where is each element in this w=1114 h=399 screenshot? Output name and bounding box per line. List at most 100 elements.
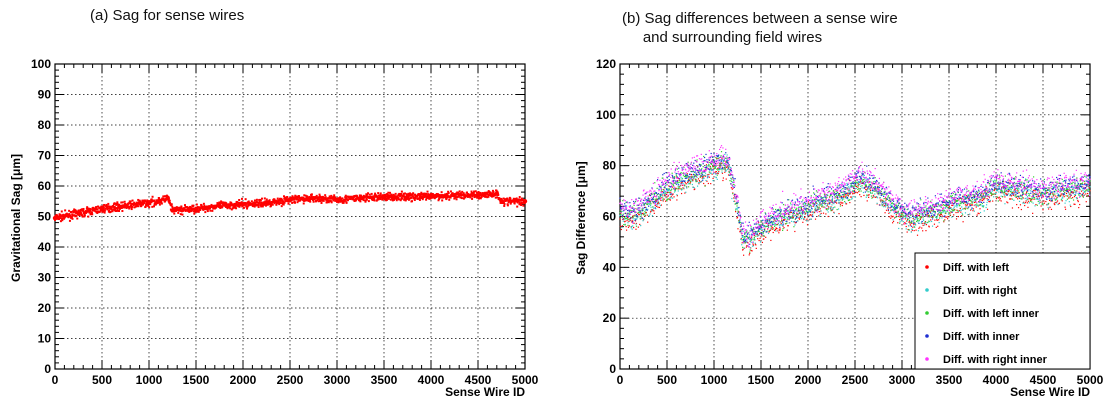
chart-a-scatter-dot bbox=[94, 208, 97, 211]
chart-b-scatter-dot bbox=[962, 214, 964, 216]
chart-b-scatter-dot bbox=[672, 186, 674, 188]
chart-b-scatter-dot bbox=[824, 203, 826, 205]
chart-b-scatter-dot bbox=[943, 220, 945, 222]
chart-b-frame bbox=[619, 63, 1091, 370]
chart-b-scatter-dot bbox=[816, 203, 818, 205]
chart-b-scatter-dot bbox=[630, 219, 632, 222]
chart-b-scatter-dot bbox=[847, 199, 850, 202]
chart-b-scatter-dot bbox=[937, 214, 939, 216]
chart-b-scatter-dot bbox=[727, 168, 729, 170]
chart-a-scatter-dot bbox=[227, 203, 230, 206]
chart-b-scatter-dot bbox=[999, 197, 1001, 200]
chart-a-scatter-dot bbox=[459, 192, 462, 195]
chart-b-scatter-dot bbox=[973, 197, 975, 199]
chart-a-scatter-dot bbox=[276, 197, 279, 200]
chart-b-scatter-dot bbox=[839, 199, 841, 201]
chart-a-scatter-dot bbox=[270, 204, 273, 207]
chart-b-scatter-dot bbox=[682, 187, 684, 189]
chart-a-scatter-dot bbox=[188, 210, 191, 213]
chart-a-scatter-dot bbox=[316, 198, 319, 201]
chart-a-ytick-label: 50 bbox=[38, 210, 52, 224]
chart-a-scatter-dot bbox=[455, 198, 458, 201]
chart-b-scatter-dot bbox=[1028, 202, 1030, 204]
chart-a-scatter-dot bbox=[175, 207, 178, 210]
chart-a-scatter-dot bbox=[392, 196, 395, 199]
chart-b-scatter-dot bbox=[714, 171, 717, 173]
chart-b-scatter-dot bbox=[906, 220, 908, 222]
chart-b-scatter-dot bbox=[709, 167, 711, 169]
chart-b-scatter-dot bbox=[790, 220, 793, 222]
chart-b-scatter-dot bbox=[948, 201, 951, 203]
chart-a-scatter-dot bbox=[456, 192, 459, 195]
chart-b-scatter-dot bbox=[834, 195, 836, 197]
chart-a-scatter-dot bbox=[289, 200, 292, 203]
chart-a-scatter-dot bbox=[309, 198, 312, 201]
chart-b-scatter-dot bbox=[668, 188, 670, 190]
chart-b-scatter-dot bbox=[823, 201, 826, 203]
chart-b-scatter-dot bbox=[646, 203, 648, 205]
chart-b-scatter-dot bbox=[869, 190, 872, 192]
chart-a-scatter-dot bbox=[121, 206, 124, 209]
chart-a-scatter-dot bbox=[392, 193, 395, 196]
chart-b-scatter-dot bbox=[798, 203, 801, 205]
chart-b-scatter-dot bbox=[1001, 191, 1003, 193]
chart-b-scatter-dot bbox=[850, 185, 852, 187]
chart-a-scatter-dot bbox=[319, 198, 322, 201]
chart-b-scatter-dot bbox=[689, 180, 692, 182]
chart-a-scatter-dot bbox=[396, 195, 399, 198]
chart-b-scatter-dot bbox=[826, 208, 828, 210]
chart-b-scatter-dot bbox=[965, 205, 967, 208]
chart-b-scatter-dot bbox=[672, 185, 675, 187]
chart-b-scatter-dot bbox=[713, 161, 715, 164]
chart-b-scatter-dot bbox=[957, 210, 959, 212]
chart-a-scatter-dot bbox=[96, 211, 99, 214]
chart-b-scatter-dot bbox=[686, 173, 688, 175]
chart-b-scatter-dot bbox=[716, 157, 718, 160]
chart-b-scatter-dot bbox=[811, 202, 813, 204]
chart-b-scatter-dot bbox=[1005, 188, 1007, 190]
chart-b-scatter-dot bbox=[999, 181, 1001, 183]
chart-b-scatter-dot bbox=[845, 194, 847, 196]
chart-b-scatter-dot bbox=[904, 218, 906, 220]
chart-b-scatter-dot bbox=[672, 184, 674, 186]
chart-b-scatter-dot bbox=[902, 214, 904, 216]
chart-a-scatter-dot bbox=[309, 200, 312, 203]
chart-b-scatter-dot bbox=[633, 222, 635, 224]
chart-b-scatter-dot bbox=[958, 199, 960, 201]
chart-b-scatter-dot bbox=[750, 241, 752, 243]
chart-b-scatter-dot bbox=[882, 203, 884, 205]
chart-b-scatter-dot bbox=[793, 226, 795, 228]
chart-b-scatter-dot bbox=[629, 220, 631, 222]
chart-a-scatter-dot bbox=[314, 197, 317, 200]
chart-b-scatter-dot bbox=[739, 222, 741, 224]
chart-b-scatter-dot bbox=[869, 181, 872, 183]
chart-b-scatter-dot bbox=[712, 165, 715, 168]
chart-a-scatter-dot bbox=[98, 210, 101, 213]
chart-b-scatter-dot bbox=[838, 199, 840, 202]
chart-a-scatter-dot bbox=[158, 197, 161, 200]
chart-a-scatter-dot bbox=[271, 203, 274, 206]
chart-b-scatter-dot bbox=[995, 197, 998, 200]
chart-a-xtick-label: 2500 bbox=[277, 373, 304, 387]
chart-a-scatter-dot bbox=[373, 197, 376, 200]
chart-b-scatter-dot bbox=[978, 196, 981, 198]
chart-b-scatter-dot bbox=[868, 187, 870, 189]
chart-b-xtick-label: 0 bbox=[617, 373, 624, 387]
chart-b-scatter-dot bbox=[999, 185, 1001, 187]
chart-b-scatter-dot bbox=[737, 211, 740, 213]
chart-b-scatter-dot bbox=[696, 176, 698, 178]
chart-a-scatter-dot bbox=[237, 201, 240, 204]
chart-b-scatter-dot bbox=[704, 175, 707, 177]
chart-b-scatter-dot bbox=[967, 197, 969, 199]
chart-a-scatter-dot bbox=[234, 203, 237, 206]
chart-a-scatter-dot bbox=[58, 213, 61, 216]
chart-b-scatter-dot bbox=[1084, 191, 1086, 194]
chart-b-scatter-dot bbox=[719, 168, 722, 170]
chart-b-scatter-dot bbox=[1042, 209, 1044, 211]
chart-b-scatter-dot bbox=[770, 228, 772, 230]
chart-b-scatter-dot bbox=[919, 218, 921, 220]
chart-b-scatter-dot bbox=[666, 198, 668, 201]
chart-b-scatter-dot bbox=[966, 197, 968, 199]
chart-b-scatter-dot bbox=[998, 174, 1000, 176]
chart-b-scatter-dot bbox=[1014, 195, 1016, 197]
